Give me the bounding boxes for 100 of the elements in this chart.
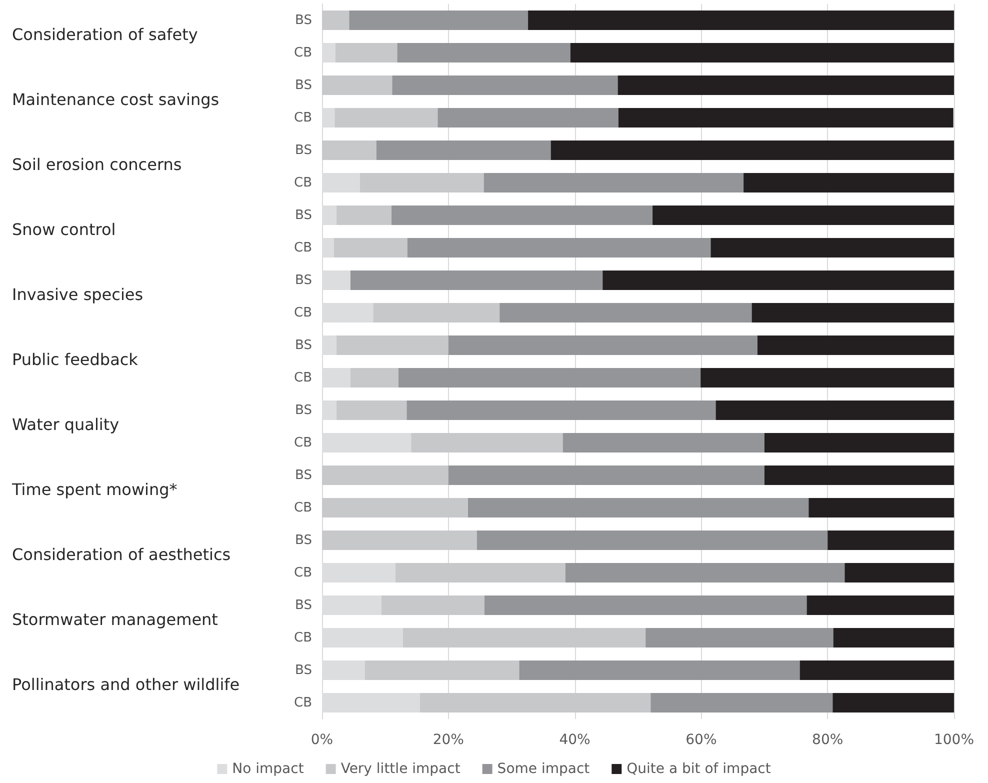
x-tick-label: 60% (686, 732, 717, 748)
y-tick-label: CB (294, 435, 312, 450)
x-tick-label: 100% (934, 732, 974, 748)
legend-label: Some impact (497, 761, 590, 777)
bar (360, 173, 484, 192)
y-tick-label: CB (294, 695, 312, 710)
y-tick-label: CB (294, 305, 312, 320)
bar (602, 270, 954, 290)
bar (833, 628, 954, 648)
bar (322, 76, 392, 95)
bar (350, 270, 603, 290)
bar (406, 400, 716, 420)
bar (334, 238, 408, 258)
bar (828, 530, 954, 550)
y-tick-label: CB (294, 240, 312, 256)
bar (800, 660, 954, 680)
bar (744, 173, 954, 192)
y-tick-label: BS (295, 598, 312, 613)
text: Soil erosion concerns (12, 155, 182, 174)
y-tick-label: BS (295, 402, 312, 418)
bar (322, 140, 376, 160)
bar (528, 10, 954, 30)
bar (757, 336, 954, 355)
bar (398, 368, 701, 388)
bar (550, 140, 954, 160)
text: Time spent mowing* (11, 480, 178, 499)
bar (764, 433, 954, 452)
bar (476, 530, 828, 550)
y-tick-label: BS (295, 272, 312, 288)
bar (350, 368, 398, 388)
y-tick-label: BS (295, 468, 312, 483)
y-tick-label: BS (295, 208, 312, 223)
y-tick-label: CB (294, 370, 312, 386)
bar (646, 628, 834, 648)
text: Public feedback (12, 350, 139, 369)
bar (392, 76, 618, 95)
bar (322, 498, 468, 518)
text: Water quality (12, 415, 120, 434)
bar (618, 108, 954, 128)
bar (652, 206, 954, 225)
legend-label: Very little impact (340, 761, 461, 777)
y-tick-label: CB (294, 45, 312, 60)
bar (448, 336, 758, 355)
bar (411, 433, 563, 452)
y-tick-label: CB (294, 565, 312, 580)
bar (468, 498, 809, 518)
bar (562, 433, 764, 452)
y-tick-label: BS (295, 12, 312, 28)
y-tick-label: CB (294, 500, 312, 516)
y-tick-label: BS (295, 532, 312, 548)
bar (565, 563, 845, 582)
bar (764, 466, 954, 485)
bar (844, 563, 954, 582)
y-tick-label: BS (295, 78, 312, 93)
bar (806, 596, 954, 615)
bar (397, 43, 570, 62)
x-tick-label: 20% (432, 732, 464, 748)
text: Stormwater management (12, 610, 218, 629)
text: Consideration of aesthetics (12, 545, 231, 564)
bar (420, 693, 651, 712)
text: Pollinators and other wildlife (12, 675, 240, 694)
bar (700, 368, 954, 388)
bar (322, 530, 477, 550)
bar (336, 400, 407, 420)
bar (484, 596, 807, 615)
bar (438, 108, 618, 128)
bar (392, 206, 653, 225)
bar (402, 628, 646, 648)
bar (395, 563, 566, 582)
bar (500, 303, 752, 322)
bar (322, 10, 350, 30)
bar (334, 108, 438, 128)
bar (710, 238, 954, 258)
bar (484, 173, 744, 192)
x-tick-label: 80% (812, 732, 844, 748)
text: Snow control (12, 220, 116, 239)
x-tick-label: 40% (559, 732, 590, 748)
y-tick-label: BS (295, 338, 312, 353)
bar (448, 466, 764, 485)
bar (407, 238, 711, 258)
bar (832, 693, 954, 712)
bar (335, 43, 398, 62)
bar (650, 693, 833, 712)
y-tick-label: CB (294, 110, 312, 126)
x-tick-label: 0% (310, 732, 334, 748)
text: Consideration of safety (12, 25, 198, 44)
legend-label: No impact (232, 761, 304, 777)
y-tick-label: BS (295, 662, 312, 678)
y-tick-label: BS (295, 142, 312, 158)
bar (364, 660, 520, 680)
bar (349, 10, 528, 30)
bar (336, 336, 448, 355)
bar (716, 400, 954, 420)
legend-label: Quite a bit of impact (626, 761, 772, 777)
bar (322, 466, 448, 485)
bar (808, 498, 954, 518)
bar (381, 596, 484, 615)
bar (373, 303, 500, 322)
bar (752, 303, 954, 322)
bar (336, 206, 392, 225)
